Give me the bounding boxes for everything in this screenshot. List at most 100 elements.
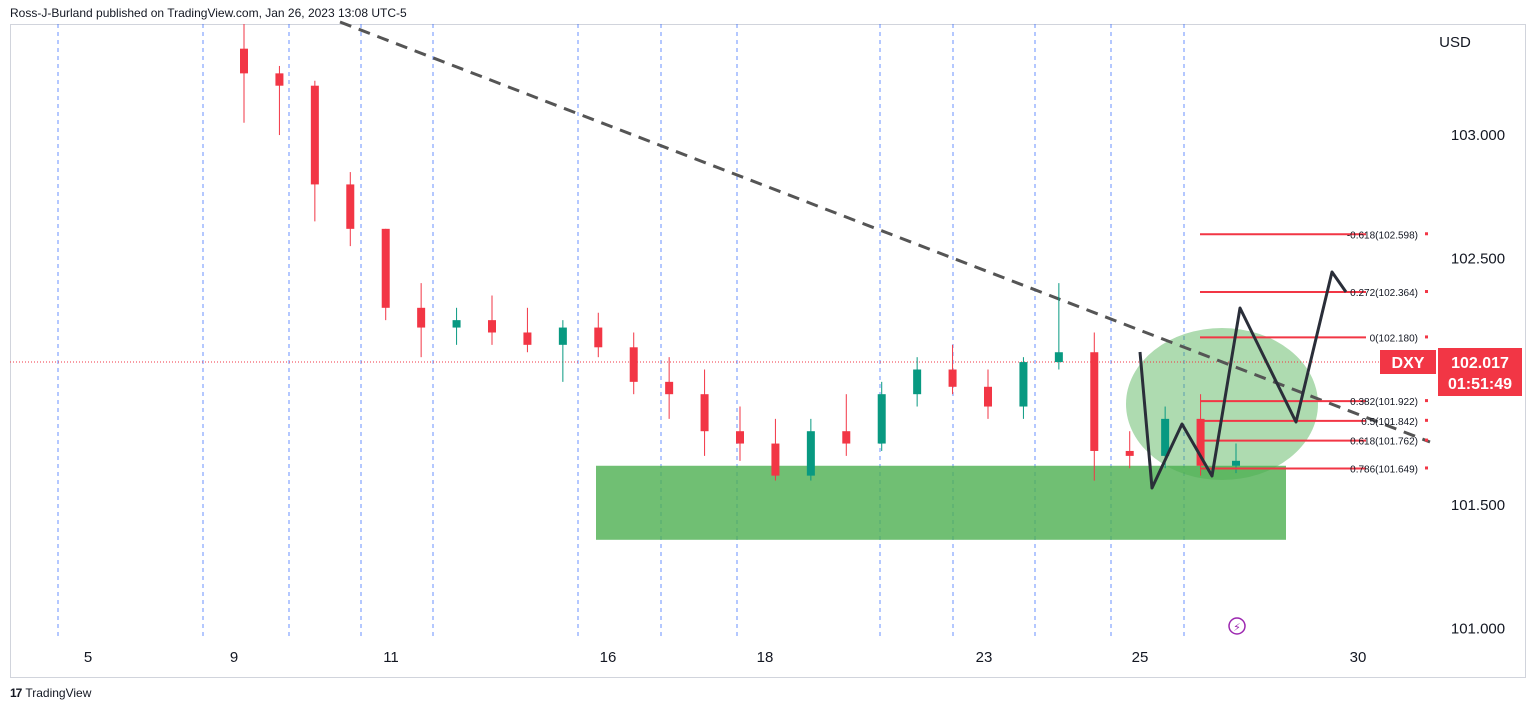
candle-body — [700, 394, 709, 432]
gridlines — [57, 24, 1185, 636]
symbol-label: DXY — [1380, 350, 1436, 374]
candle-body — [771, 443, 780, 476]
candle-body — [629, 347, 638, 382]
candle-body — [417, 307, 426, 328]
y-tick-label-2: 101.500 — [1451, 497, 1505, 514]
candle-body — [1090, 352, 1099, 451]
chart-frame — [10, 24, 1526, 678]
candle-body — [240, 48, 248, 74]
candle-18 — [877, 381, 886, 451]
candle-body — [984, 386, 992, 407]
x-axis: 5 9 11 16 18 23 25 30 — [84, 649, 1367, 666]
candles — [240, 24, 1240, 481]
fib-marker-1 — [1425, 290, 1428, 294]
x-tick-label-3: 16 — [600, 649, 617, 666]
candle-body — [913, 369, 922, 395]
x-tick-label-0: 5 — [84, 649, 92, 666]
fib-label-2: 0(102.180) — [1370, 333, 1418, 344]
candle-12 — [665, 357, 674, 419]
candle-body — [1161, 418, 1170, 456]
fib-marker-5 — [1425, 438, 1428, 442]
symbol-text: DXY — [1392, 355, 1425, 372]
candle-body — [665, 381, 674, 395]
candle-10 — [594, 312, 603, 358]
candle-body — [594, 327, 603, 348]
currency-label: USD — [1439, 34, 1471, 51]
footer: 17 TradingView — [10, 686, 91, 700]
candle-body — [346, 184, 355, 229]
support-zone — [596, 465, 1286, 540]
candle-body — [1196, 418, 1205, 466]
x-tick-label-2: 11 — [383, 649, 399, 666]
candle-body — [1054, 352, 1063, 363]
fib-marker-2 — [1425, 335, 1428, 339]
candle-body — [1125, 450, 1134, 456]
trend-line — [339, 20, 1431, 444]
candle-20 — [948, 344, 957, 395]
x-tick-label-7: 30 — [1350, 649, 1367, 666]
candle-body — [558, 327, 567, 345]
fib-marker-4 — [1425, 418, 1428, 422]
candle-body — [736, 431, 744, 444]
candle-15 — [771, 418, 780, 481]
candle-body — [275, 73, 284, 86]
candle-body — [842, 431, 851, 444]
fib-label-6: 0.786(101.649) — [1350, 464, 1418, 475]
projection-path — [1138, 270, 1348, 490]
candle-0 — [240, 24, 248, 123]
x-tick-label-1: 9 — [230, 649, 238, 666]
candle-11 — [629, 332, 638, 395]
x-tick-label-6: 25 — [1132, 649, 1149, 666]
candle-19 — [913, 357, 922, 407]
publisher-header: Ross-J-Burland published on TradingView.… — [10, 6, 407, 20]
candle-2 — [310, 80, 319, 222]
y-tick-label-1: 102.500 — [1451, 250, 1505, 267]
candle-17 — [842, 394, 851, 456]
candle-body — [523, 332, 532, 345]
price-label: 102.017 01:51:49 — [1438, 348, 1522, 396]
candle-body — [381, 228, 390, 308]
fib-levels: -0.618(102.598) 0.272(102.364) 0(102.180) 0… — [1200, 230, 1428, 475]
candle-3 — [346, 172, 355, 247]
candle-5 — [417, 283, 426, 358]
candle-body — [806, 431, 815, 476]
fib-label-0: -0.618(102.598) — [1347, 230, 1418, 241]
y-tick-label-0: 103.000 — [1451, 127, 1505, 144]
candle-7 — [488, 295, 496, 345]
candle-16 — [806, 418, 815, 481]
candle-22 — [1019, 357, 1028, 419]
fib-marker-0 — [1425, 232, 1428, 236]
candle-21 — [984, 369, 992, 419]
candle-body — [310, 85, 319, 185]
y-tick-label-3: 101.000 — [1451, 621, 1505, 638]
fib-label-5: 0.618(101.762) — [1350, 437, 1418, 448]
candle-body — [488, 320, 496, 333]
candle-body — [1232, 460, 1240, 466]
candle-body — [452, 320, 461, 328]
fib-label-4: 0.5(101.842) — [1361, 417, 1418, 428]
candle-13 — [700, 369, 709, 456]
candle-25 — [1125, 431, 1134, 469]
x-tick-label-5: 23 — [976, 649, 993, 666]
x-tick-label-4: 18 — [757, 649, 774, 666]
candle-1 — [275, 65, 284, 136]
candle-body — [877, 394, 886, 444]
candle-14 — [736, 406, 744, 461]
fib-marker-3 — [1425, 399, 1428, 403]
countdown: 01:51:49 — [1448, 376, 1512, 393]
candle-4 — [381, 228, 390, 321]
candle-23 — [1054, 283, 1063, 370]
highlight-ellipse — [1126, 328, 1318, 480]
tradingview-logo: 17 — [10, 686, 22, 700]
candle-27 — [1196, 394, 1205, 476]
candle-24 — [1090, 332, 1099, 481]
candle-8 — [523, 307, 532, 353]
footer-brand: TradingView — [25, 686, 92, 700]
candle-6 — [452, 307, 461, 345]
lightning-icon — [1228, 617, 1246, 635]
fib-label-1: 0.272(102.364) — [1350, 288, 1418, 299]
y-axis: 103.000 102.500 101.500 101.000 — [1451, 127, 1505, 638]
fib-marker-6 — [1425, 466, 1428, 470]
fib-label-3: 0.382(101.922) — [1350, 397, 1418, 408]
